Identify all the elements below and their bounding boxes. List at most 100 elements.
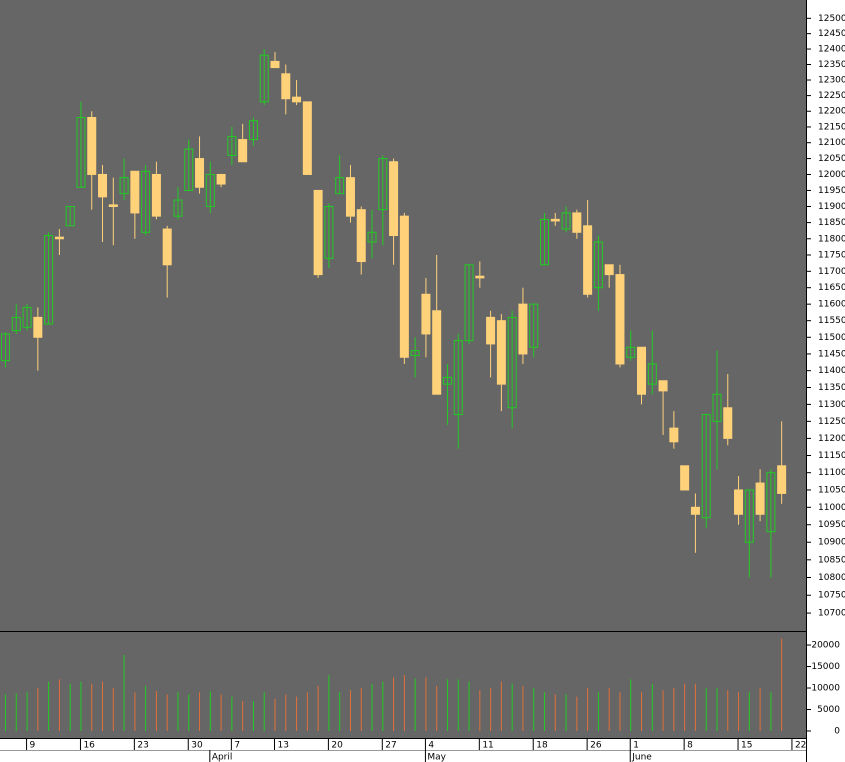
candle-body — [44, 235, 54, 325]
y-tick-label: 10800 — [818, 573, 845, 583]
candle-body — [119, 177, 129, 195]
candle-body — [550, 218, 560, 222]
month-label: May — [427, 753, 446, 762]
y-tick-label: 11700 — [818, 267, 845, 277]
candle-body — [205, 173, 215, 207]
candle-body — [680, 465, 690, 491]
candle-body — [777, 465, 787, 494]
x-tick-label: 30 — [191, 741, 203, 751]
y-tick-label: 10850 — [818, 555, 845, 565]
candle-body — [647, 363, 657, 385]
candle-body — [313, 189, 323, 276]
candle-body — [173, 199, 183, 217]
month-label: June — [631, 753, 652, 762]
candle-body — [227, 135, 237, 156]
y-tick-label: 11900 — [818, 202, 845, 212]
y-tick-label: 11800 — [818, 234, 845, 244]
candle-body — [410, 350, 420, 357]
y-tick-label: 11850 — [818, 218, 845, 228]
y-tick-label: 11550 — [818, 316, 845, 326]
candle-body — [216, 173, 226, 185]
x-tick-label: 16 — [83, 741, 95, 751]
x-tick-label: 23 — [137, 741, 148, 751]
y-tick-label: 10750 — [818, 591, 845, 601]
candle-body — [529, 303, 539, 348]
candle-body — [281, 73, 291, 100]
y-tick-label: 11050 — [818, 485, 845, 495]
candle-body — [399, 215, 409, 358]
candle-body — [421, 293, 431, 335]
volume-tick-label: 15000 — [811, 662, 840, 672]
candle-body — [259, 54, 269, 103]
candle-body — [11, 316, 21, 332]
y-tick-label: 11250 — [818, 417, 845, 427]
candle-body — [701, 414, 711, 519]
candle-body — [744, 489, 754, 543]
y-tick-label: 12450 — [818, 29, 845, 39]
y-tick-label: 12350 — [818, 60, 845, 70]
y-tick-label: 12250 — [818, 91, 845, 101]
candle-body — [604, 264, 614, 276]
candle-body — [378, 158, 388, 211]
candle-body — [593, 241, 603, 289]
candle-body — [464, 264, 474, 342]
x-tick-label: 1 — [633, 741, 639, 751]
candle-body — [98, 173, 108, 198]
candle-body — [766, 472, 776, 533]
candle-body — [572, 212, 582, 233]
y-tick-label: 11300 — [818, 400, 845, 410]
candle-body — [65, 205, 75, 227]
candle-body — [540, 218, 549, 266]
candle-body — [669, 427, 679, 443]
x-tick-label: 15 — [741, 741, 752, 751]
y-tick-label: 11600 — [818, 300, 845, 310]
x-tick-label: 27 — [385, 741, 396, 751]
y-tick-label: 11100 — [818, 468, 845, 478]
candle-body — [507, 316, 517, 409]
x-tick-label: 11 — [482, 741, 493, 751]
candle-body — [184, 148, 194, 191]
candle-body — [583, 225, 593, 295]
y-tick-label: 11400 — [818, 366, 845, 376]
candle-body — [238, 139, 248, 163]
volume-tick-label: 20000 — [811, 641, 840, 651]
candle-body — [335, 177, 345, 195]
x-tick-label: 22 — [795, 741, 806, 751]
candle-body — [108, 204, 118, 207]
x-tick-label: 4 — [428, 741, 434, 751]
candle-body — [345, 177, 355, 217]
candle-body — [658, 380, 668, 392]
y-tick-label: 12300 — [818, 76, 845, 86]
y-tick-label: 10700 — [818, 609, 845, 619]
candle-body — [518, 303, 528, 355]
y-tick-label: 11650 — [818, 283, 845, 293]
candle-body — [195, 158, 205, 188]
x-tick-label: 13 — [278, 741, 289, 751]
y-tick-label: 11150 — [818, 451, 845, 461]
y-tick-label: 11450 — [818, 349, 845, 359]
month-label: April — [212, 753, 233, 762]
candle-body — [475, 275, 485, 279]
x-tick-label: 9 — [30, 741, 36, 751]
candle-body — [1, 333, 10, 362]
candle-body — [248, 120, 258, 141]
candle-body — [141, 170, 151, 233]
y-tick-label: 12150 — [818, 122, 845, 132]
candle-body — [690, 506, 700, 515]
volume-tick-label: 0 — [834, 727, 840, 737]
candle-body — [389, 161, 399, 237]
candle-body — [734, 489, 744, 515]
candle-body — [292, 96, 302, 103]
y-tick-label: 11750 — [818, 251, 845, 261]
candle-body — [442, 376, 452, 385]
x-tick-label: 26 — [590, 741, 602, 751]
candle-body — [22, 306, 32, 328]
y-tick-label: 12500 — [818, 14, 845, 24]
candle-body — [151, 173, 161, 217]
x-tick-label: 18 — [536, 741, 548, 751]
candle-body — [162, 228, 172, 266]
candle-body — [76, 117, 86, 188]
candle-body — [755, 482, 765, 515]
x-tick-label: 8 — [687, 741, 693, 751]
